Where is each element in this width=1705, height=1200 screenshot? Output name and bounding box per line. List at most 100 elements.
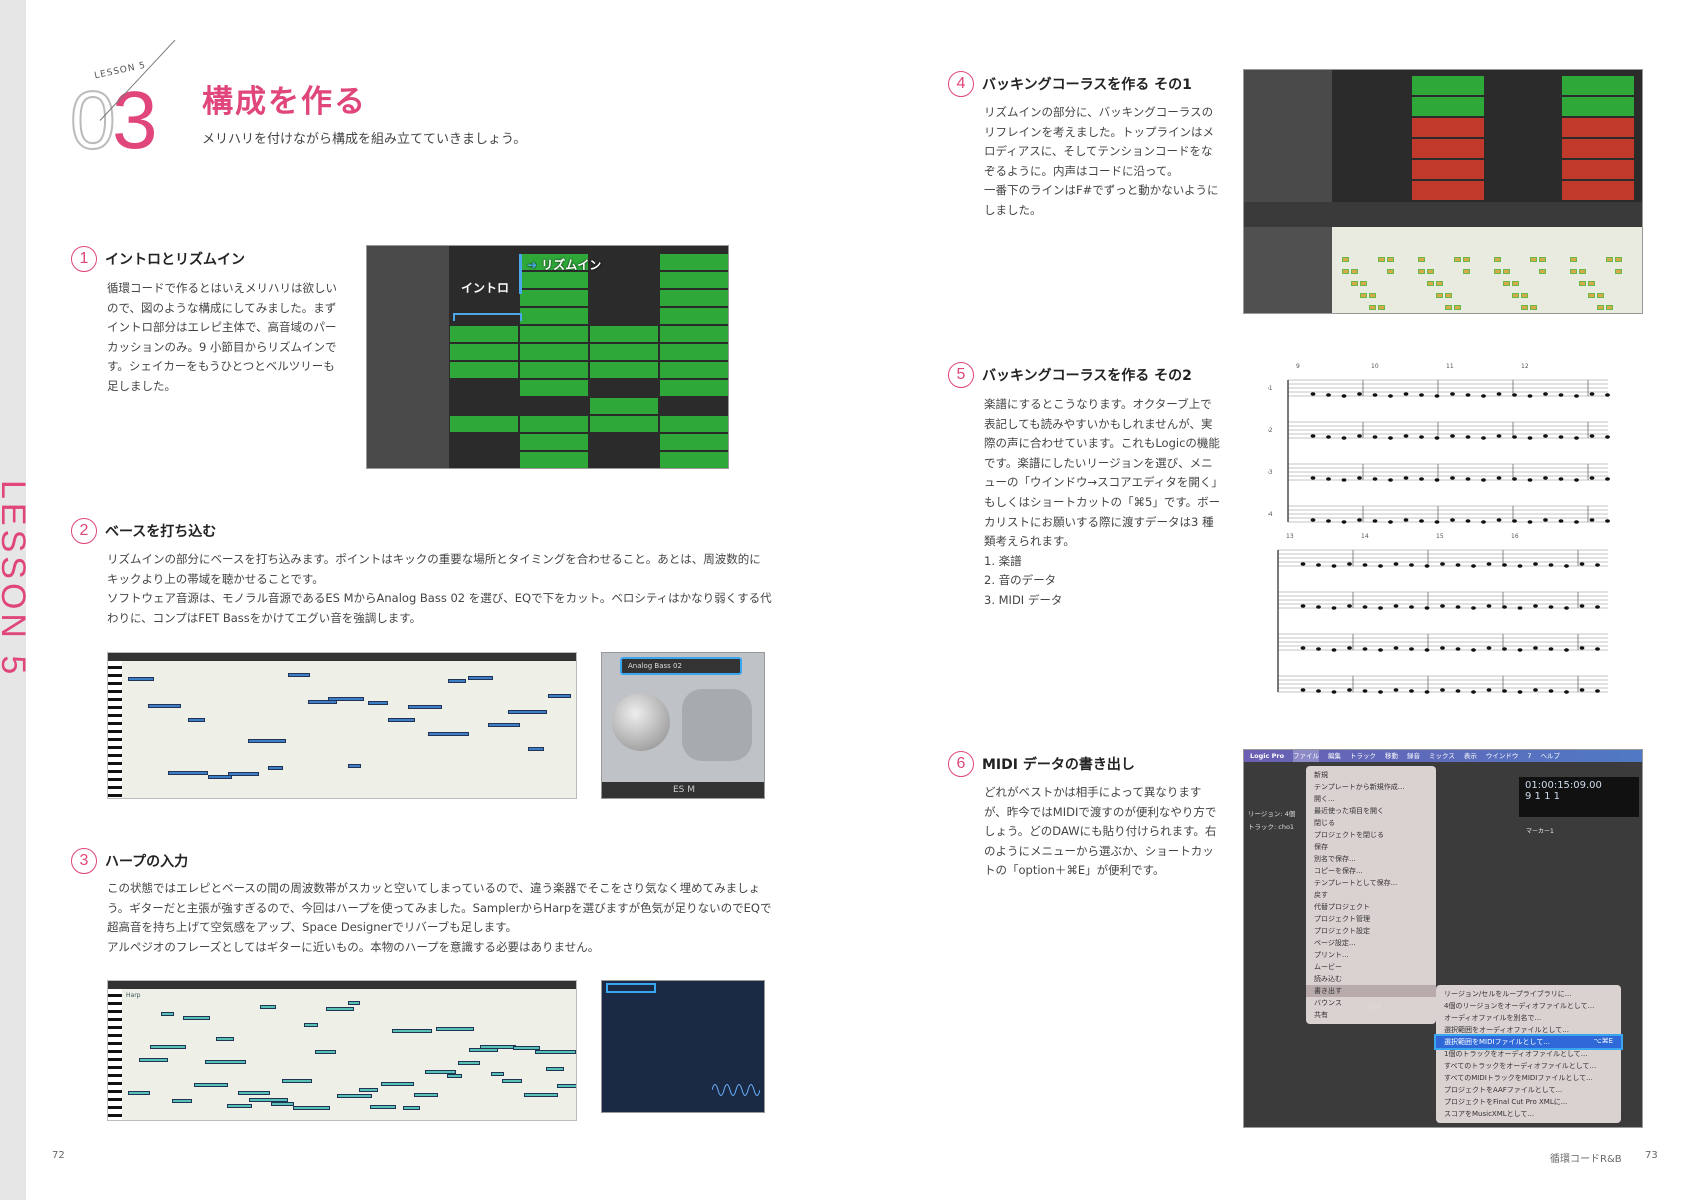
staff-label: cho2 — [1268, 427, 1273, 434]
note — [1481, 478, 1486, 482]
note — [1543, 476, 1548, 480]
note — [1548, 605, 1554, 609]
menu-item[interactable]: 開く... — [1314, 795, 1335, 803]
note — [1486, 604, 1492, 608]
submenu-item[interactable]: 選択範囲をオーディオファイルとして... — [1444, 1026, 1569, 1034]
note — [1378, 690, 1383, 694]
menubar-item[interactable]: ミックス — [1429, 752, 1455, 760]
region — [590, 344, 658, 360]
section-body-3: この状態ではエレピとベースの間の周波数帯がスカッと空いてしまっているので、違う楽… — [107, 879, 772, 957]
menu-item[interactable]: 共有 — [1314, 1011, 1328, 1019]
paragraph: リズムインの部分に、バッキングコーラスのリフレインを考えました。トップラインはメ… — [984, 105, 1214, 178]
region-name: Harp — [126, 992, 141, 999]
staff-label: cho1 — [1268, 385, 1273, 392]
note — [1512, 519, 1517, 523]
note — [1502, 605, 1507, 609]
submenu-item[interactable]: リージョン/セルをループライブラリに... — [1444, 990, 1572, 998]
note — [1342, 257, 1349, 262]
note — [1310, 434, 1316, 438]
note — [1393, 646, 1399, 650]
note — [1378, 257, 1385, 262]
menu-item[interactable]: テンプレートとして保存... — [1314, 879, 1398, 887]
menu-item[interactable]: プロジェクトを閉じる — [1314, 831, 1384, 839]
submenu-item[interactable]: オーディオファイルを別名で... — [1444, 1014, 1542, 1022]
note — [315, 1050, 336, 1054]
region-inspector[interactable]: リージョン: 4個 — [1248, 810, 1296, 818]
region — [1562, 139, 1634, 158]
note — [1521, 293, 1528, 298]
note — [370, 1105, 396, 1109]
menu-item[interactable]: 新規 — [1314, 771, 1328, 779]
note — [1450, 476, 1455, 480]
note — [1393, 688, 1399, 692]
section-heading-4: 4 バッキングコーラスを作る その1 — [948, 71, 1192, 97]
menu-item[interactable]: 戻す — [1314, 891, 1328, 899]
submenu-item[interactable]: 4個のリージョンをオーディオファイルとして... — [1444, 1002, 1595, 1010]
note — [1574, 436, 1579, 440]
note — [1465, 477, 1471, 481]
note — [1496, 434, 1502, 438]
note — [183, 1016, 210, 1020]
menubar-item[interactable]: 編集 — [1328, 752, 1342, 760]
note — [1530, 305, 1537, 310]
menu-item[interactable]: 閉じる — [1314, 819, 1335, 827]
note — [128, 1091, 150, 1095]
note — [1454, 305, 1461, 310]
menubar-item[interactable]: ヘルプ — [1540, 752, 1561, 760]
note — [348, 764, 361, 768]
menubar-item[interactable]: トラック — [1350, 752, 1377, 760]
section-heading-6: 6 MIDI データの書き出し — [948, 751, 1135, 777]
menubar-item[interactable]: 録音 — [1407, 752, 1421, 760]
note — [1362, 605, 1368, 609]
submenu-item[interactable]: すべてのトラックをオーディオファイルとして... — [1444, 1062, 1597, 1070]
submenu-item[interactable]: プロジェクトをAAFファイルとして... — [1444, 1086, 1563, 1094]
note — [1512, 293, 1519, 298]
note — [172, 1099, 192, 1103]
menu-item[interactable]: プロジェクト設定 — [1314, 927, 1370, 935]
section-heading-2: 2 ベースを打ち込む — [71, 518, 216, 544]
menu-item[interactable]: 最近使った項目を開く — [1314, 807, 1384, 815]
main-knob — [612, 693, 670, 751]
submenu-item[interactable]: すべてのMIDIトラックをMIDIファイルとして... — [1444, 1074, 1593, 1082]
menu-item[interactable]: 別名で保存... — [1314, 855, 1356, 863]
menu-item[interactable]: バウンス — [1314, 999, 1342, 1007]
menubar-item[interactable]: ウインドウ — [1485, 752, 1519, 760]
note — [1419, 393, 1424, 397]
submenu-item[interactable]: 1個のトラックをオーディオファイルとして... — [1444, 1050, 1588, 1058]
note — [1588, 293, 1595, 298]
submenu-item[interactable]: 選択範囲をMIDIファイルとして... ⌥⌘E — [1434, 1034, 1623, 1050]
note — [1331, 606, 1337, 610]
menu-item[interactable]: 代替プロジェクト — [1314, 903, 1370, 911]
note — [1471, 564, 1476, 568]
note — [1434, 436, 1440, 440]
note — [1471, 690, 1476, 694]
menu-item[interactable]: 書き出す — [1306, 985, 1436, 997]
menu-item[interactable]: プリント... — [1314, 951, 1349, 959]
menu-item[interactable]: 読み込む — [1314, 975, 1342, 983]
note — [1574, 478, 1579, 482]
menubar-item[interactable]: 移動 — [1385, 752, 1399, 760]
note — [1558, 435, 1564, 439]
note — [1615, 269, 1622, 274]
region — [450, 362, 518, 378]
note — [1347, 562, 1352, 566]
track-inspector[interactable]: トラック: cho1 — [1248, 823, 1295, 831]
note — [1548, 563, 1554, 567]
menu-item[interactable]: ムービー — [1314, 963, 1342, 971]
menu-item[interactable]: コピーを保存... — [1314, 867, 1363, 875]
note — [1450, 518, 1455, 522]
section-title: ハープの入力 — [105, 854, 189, 870]
note — [1564, 648, 1569, 652]
menu-item[interactable]: テンプレートから新規作成... — [1314, 783, 1405, 791]
menubar-item[interactable]: 表示 — [1463, 752, 1477, 760]
menubar-item[interactable]: 7 — [1527, 752, 1532, 760]
submenu-item[interactable]: プロジェクトをFinal Cut Pro XMLに... — [1444, 1098, 1568, 1106]
note — [1331, 564, 1337, 568]
menu-item[interactable]: 保存 — [1314, 843, 1328, 851]
menubar-item[interactable]: ファイル — [1293, 750, 1320, 762]
menu-item[interactable]: ページ設定... — [1314, 939, 1356, 947]
rhythm-in-annotation: ➜ リズムイン — [527, 256, 601, 273]
menu-item[interactable]: プロジェクト管理 — [1314, 915, 1370, 923]
submenu-item[interactable]: スコアをMusicXMLとして... — [1444, 1110, 1535, 1118]
menubar-item[interactable]: Logic Pro — [1250, 752, 1285, 760]
